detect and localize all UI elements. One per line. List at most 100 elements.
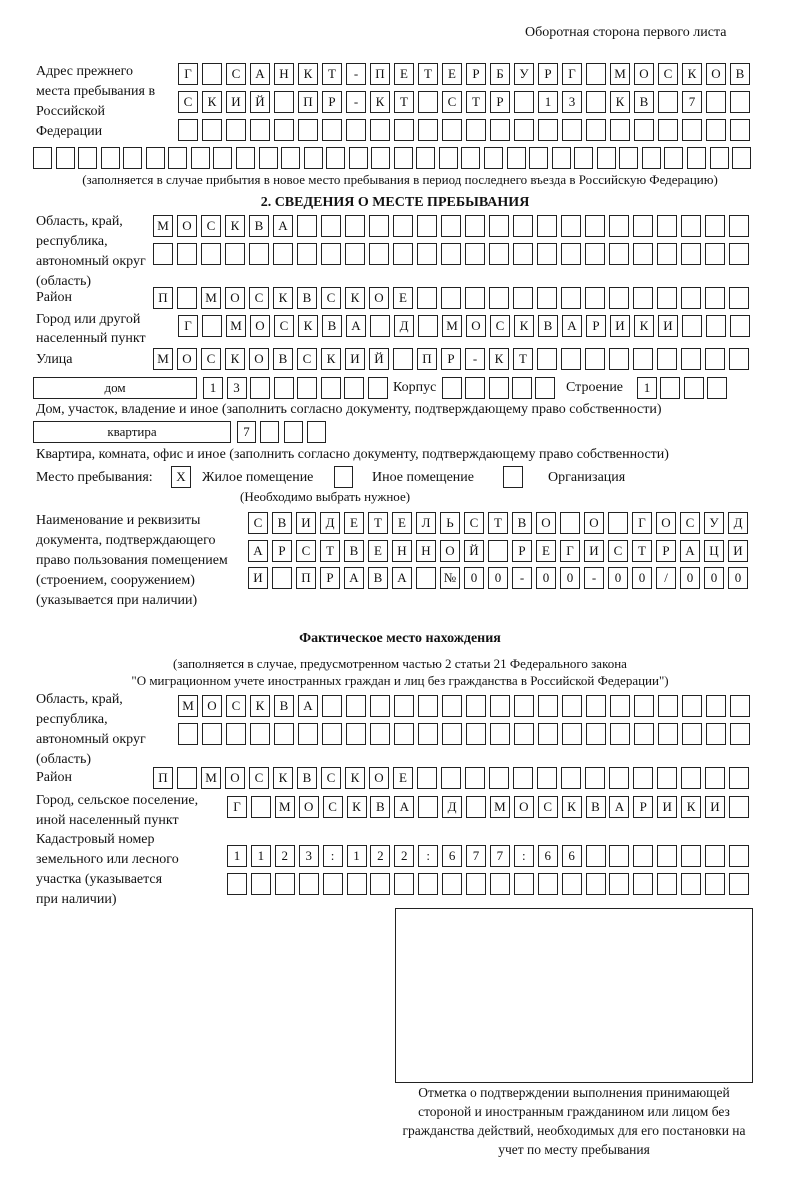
prev-address-row-4-cell[interactable] [416,147,436,169]
street-row-cell[interactable] [585,348,605,370]
actual-region-row-1-cell[interactable] [658,695,678,717]
region-row-2-cell[interactable] [417,243,437,265]
house-number-cell[interactable]: 1 [203,377,223,399]
actual-region-row-2-cell[interactable] [346,723,366,745]
city-row-cell[interactable]: В [538,315,558,337]
house-number-cell[interactable] [344,377,364,399]
document-row-2-cell[interactable]: И [728,540,748,562]
document-row-1-cell[interactable]: У [704,512,724,534]
district-row-cell[interactable] [465,287,485,309]
actual-region-row-2-cell[interactable] [274,723,294,745]
house-number-cell[interactable] [297,377,317,399]
cadastral-row-1-cell[interactable] [633,845,654,867]
actual-district-row-cell[interactable] [513,767,533,789]
cadastral-row-1-cell[interactable] [609,845,630,867]
prev-address-row-1-cell[interactable]: О [706,63,726,85]
actual-region-row-2-cell[interactable] [298,723,318,745]
actual-region-row-1-cell[interactable]: А [298,695,318,717]
actual-region-row-1-cell[interactable]: С [226,695,246,717]
document-row-1-cell[interactable]: Т [368,512,388,534]
actual-city-row-cell[interactable]: К [346,796,367,818]
actual-district-row-cell[interactable] [705,767,725,789]
place-option-residential-checkbox[interactable]: X [171,466,191,488]
prev-address-row-2-cell[interactable]: К [610,91,630,113]
actual-city-row-cell[interactable]: А [394,796,415,818]
prev-address-row-4-cell[interactable] [596,147,616,169]
prev-address-row-3-cell[interactable] [682,119,702,141]
actual-city-row-cell[interactable]: Р [633,796,654,818]
prev-address-row-1-cell[interactable]: К [682,63,702,85]
region-row-2-cell[interactable] [321,243,341,265]
document-row-3-cell[interactable]: И [248,567,268,589]
actual-region-row-1-cell[interactable]: О [202,695,222,717]
document-row-1-cell[interactable]: Е [392,512,412,534]
actual-region-row-2-cell[interactable] [490,723,510,745]
document-row-1-cell[interactable]: Е [344,512,364,534]
street-row-cell[interactable]: К [489,348,509,370]
prev-address-row-4-cell[interactable] [551,147,571,169]
house-type-field[interactable]: дом [33,377,197,399]
street-row-cell[interactable]: О [249,348,269,370]
region-row-1-cell[interactable] [537,215,557,237]
actual-city-row-cell[interactable]: В [370,796,391,818]
document-row-2-cell[interactable] [488,540,508,562]
actual-district-row-cell[interactable]: В [297,767,317,789]
cadastral-row-1-cell[interactable]: : [513,845,534,867]
actual-region-row-2-cell[interactable] [658,723,678,745]
actual-region-row-2-cell[interactable] [226,723,246,745]
document-row-1-cell[interactable]: Д [728,512,748,534]
region-row-1-cell[interactable]: А [273,215,293,237]
region-row-2-cell[interactable] [705,243,725,265]
actual-region-row-1-cell[interactable] [370,695,390,717]
cadastral-row-1-cell[interactable]: 7 [466,845,486,867]
actual-region-row-1-cell[interactable] [346,695,366,717]
actual-district-row-cell[interactable]: К [273,767,293,789]
document-row-1-cell[interactable]: Г [632,512,652,534]
document-row-2-cell[interactable]: Н [416,540,436,562]
region-row-2-cell[interactable] [273,243,293,265]
region-row-2-cell[interactable] [537,243,557,265]
city-row-cell[interactable]: В [322,315,342,337]
actual-city-row-cell[interactable]: И [705,796,725,818]
actual-region-row-2-cell[interactable] [586,723,606,745]
region-row-2-cell[interactable] [153,243,173,265]
document-row-2-cell[interactable]: С [296,540,316,562]
prev-address-row-1-cell[interactable]: С [226,63,246,85]
document-row-2-cell[interactable]: Е [368,540,388,562]
prev-address-row-1-cell[interactable]: Т [322,63,342,85]
district-row-cell[interactable] [585,287,605,309]
document-row-3-cell[interactable]: - [512,567,532,589]
prev-address-row-4-cell[interactable] [303,147,323,169]
prev-address-row-3-cell[interactable] [202,119,222,141]
cadastral-row-2-cell[interactable] [370,873,391,895]
document-row-1-cell[interactable] [560,512,580,534]
actual-city-row-cell[interactable]: И [657,796,678,818]
prev-address-row-4-cell[interactable] [213,147,233,169]
korpus-cell[interactable] [442,377,462,399]
prev-address-row-2-cell[interactable] [418,91,438,113]
prev-address-row-2-cell[interactable]: С [442,91,462,113]
street-row-cell[interactable] [393,348,413,370]
region-row-1-cell[interactable] [321,215,341,237]
prev-address-row-2-cell[interactable]: К [202,91,222,113]
actual-region-row-1-cell[interactable] [562,695,582,717]
actual-city-row-cell[interactable]: С [322,796,343,818]
cadastral-row-2-cell[interactable] [322,873,343,895]
prev-address-row-3-cell[interactable] [586,119,606,141]
document-row-1-cell[interactable]: Л [416,512,436,534]
cadastral-row-2-cell[interactable] [633,873,654,895]
actual-region-row-2-cell[interactable] [322,723,342,745]
prev-address-row-3-cell[interactable] [610,119,630,141]
prev-address-row-3-cell[interactable] [514,119,534,141]
actual-city-row-cell[interactable] [728,796,749,818]
prev-address-row-4-cell[interactable] [574,147,594,169]
city-row-cell[interactable]: А [346,315,366,337]
prev-address-row-1-cell[interactable]: П [370,63,390,85]
actual-city-row-cell[interactable]: К [681,796,702,818]
actual-region-row-1-cell[interactable] [586,695,606,717]
district-row-cell[interactable]: В [297,287,317,309]
region-row-1-cell[interactable] [633,215,653,237]
prev-address-row-4-cell[interactable] [235,147,255,169]
document-row-2-cell[interactable]: В [344,540,364,562]
prev-address-row-4-cell[interactable] [484,147,503,169]
